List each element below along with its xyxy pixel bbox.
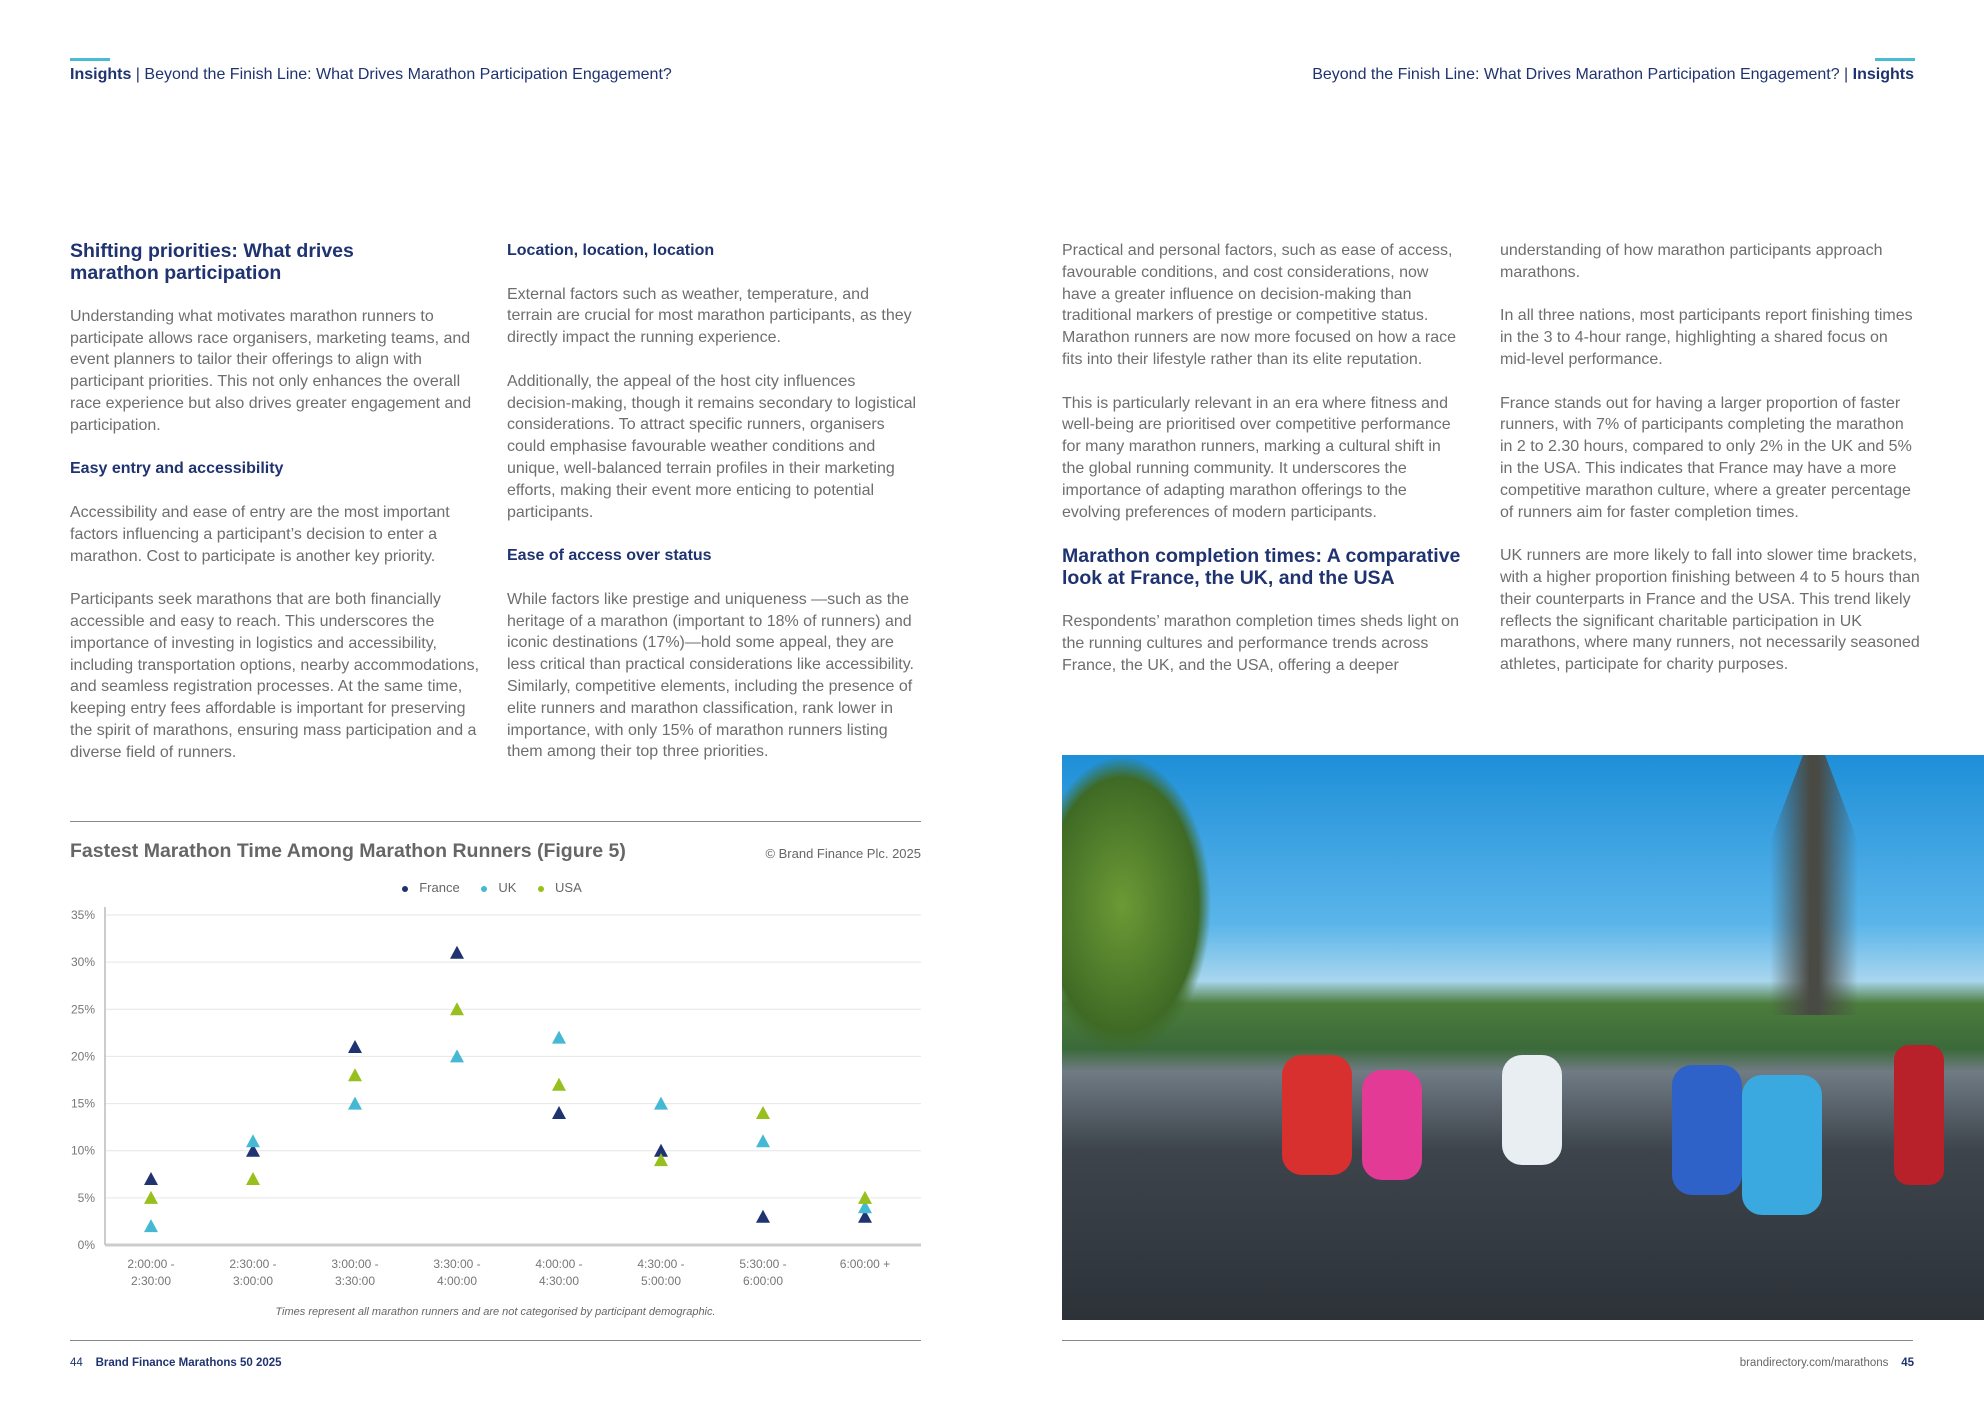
x-tick-label: 5:30:00 - [739, 1257, 786, 1271]
subheading: Location, location, location [507, 242, 715, 259]
x-tick-label: 6:00:00 [743, 1274, 783, 1288]
chart-note: Times represent all marathon runners and… [275, 1306, 716, 1318]
marker-usa [348, 1068, 362, 1082]
marker-usa [858, 1190, 872, 1204]
chart-copyright: © Brand Finance Plc. 2025 [765, 846, 921, 861]
footer-right: brandirectory.com/marathons 45 [1739, 1357, 1914, 1369]
subheading: Easy entry and accessibility [70, 460, 284, 478]
marker-uk [552, 1030, 566, 1044]
marker-usa [756, 1106, 770, 1119]
marker-usa [450, 1002, 464, 1016]
footer-rule-right [1062, 1340, 1913, 1341]
paragraph: France stands out for having a larger pr… [1500, 394, 1912, 521]
x-tick-label: 2:30:00 [131, 1274, 171, 1288]
x-tick-label: 4:30:00 - [637, 1257, 684, 1271]
section-heading: Shifting priorities: What drives maratho… [70, 240, 354, 284]
paragraph: External factors such as weather, temper… [507, 285, 912, 347]
y-tick-label: 15% [71, 1097, 95, 1111]
column-4: understanding of how marathon participan… [1500, 240, 1920, 698]
subheading: Ease of access over status [507, 547, 712, 565]
x-tick-label: 4:00:00 - [535, 1257, 582, 1271]
y-tick-label: 0% [78, 1238, 96, 1252]
marker-usa [552, 1077, 566, 1091]
header-left: Insights | Beyond the Finish Line: What … [70, 66, 672, 83]
marker-uk [654, 1096, 668, 1110]
marker-uk [246, 1134, 260, 1148]
paragraph: While factors like prestige and uniquene… [507, 590, 914, 761]
marker-france [858, 1209, 872, 1223]
x-tick-label: 3:30:00 [335, 1274, 375, 1288]
x-tick-label: 5:00:00 [641, 1274, 681, 1288]
marker-uk [144, 1219, 158, 1233]
paragraph: In all three nations, most participants … [1500, 307, 1913, 368]
paragraph: understanding of how marathon participan… [1500, 242, 1883, 281]
x-tick-label: 6:00:00 + [840, 1257, 890, 1271]
legend-item-france: France [402, 880, 465, 895]
marker-uk [858, 1200, 872, 1214]
marker-uk [756, 1134, 770, 1148]
marker-france [348, 1040, 362, 1053]
marker-uk [348, 1096, 362, 1110]
marker-usa [654, 1153, 668, 1167]
y-tick-label: 30% [71, 955, 95, 969]
paragraph: Practical and personal factors, such as … [1062, 242, 1456, 368]
x-tick-label: 2:00:00 - [127, 1257, 174, 1271]
paris-marathon-photo [1062, 755, 1984, 1320]
marker-france [246, 1143, 260, 1157]
y-tick-label: 25% [71, 1002, 95, 1016]
y-tick-label: 10% [71, 1144, 95, 1158]
section-heading: Marathon completion times: A comparative… [1062, 545, 1461, 590]
x-tick-label: 2:30:00 - [229, 1257, 276, 1271]
chart-title: Fastest Marathon Time Among Marathon Run… [70, 840, 626, 862]
column-2: Location, location, location External fa… [507, 240, 917, 785]
marker-france [654, 1143, 668, 1157]
marker-france [144, 1172, 158, 1185]
header-right: Beyond the Finish Line: What Drives Mara… [1312, 66, 1914, 83]
legend-item-usa: USA [538, 880, 588, 895]
marker-usa [144, 1190, 158, 1204]
column-3: Practical and personal factors, such as … [1062, 240, 1464, 698]
paragraph: UK runners are more likely to fall into … [1500, 547, 1920, 674]
y-tick-label: 5% [78, 1191, 96, 1205]
paragraph: Understanding what motivates marathon ru… [70, 307, 472, 434]
y-tick-label: 35% [71, 908, 95, 922]
eiffel-tower [1704, 755, 1924, 1015]
scatter-chart: 0% 5% 10% 15% 20% 25% 30% 35% 2:00:00 - 2:30:00 2:… [71, 907, 921, 1288]
footer-left: 44 Brand Finance Marathons 50 2025 [70, 1357, 282, 1369]
x-tick-label: 3:00:00 - [331, 1257, 378, 1271]
x-tick-label: 4:00:00 [437, 1274, 477, 1288]
chart-top-rule [70, 821, 921, 822]
marker-france [450, 945, 464, 959]
paragraph: Respondents’ marathon completion times s… [1062, 612, 1459, 674]
legend-item-uk: UK [481, 880, 522, 895]
marker-uk [450, 1049, 464, 1063]
header-accent [70, 58, 110, 61]
x-tick-label: 3:30:00 - [433, 1257, 480, 1271]
column-1: Shifting priorities: What drives maratho… [70, 240, 485, 785]
header-accent [1875, 58, 1915, 61]
paragraph: Participants seek marathons that are bot… [70, 591, 480, 761]
footer-rule-left [70, 1340, 921, 1341]
x-tick-label: 4:30:00 [539, 1274, 579, 1288]
paragraph: Additionally, the appeal of the host cit… [507, 372, 917, 521]
marker-france [756, 1209, 770, 1223]
paragraph: Accessibility and ease of entry are the … [70, 503, 450, 565]
chart-legend: France UK USA [0, 880, 990, 895]
x-tick-label: 3:00:00 [233, 1274, 273, 1288]
paragraph: This is particularly relevant in an era … [1062, 394, 1451, 521]
y-tick-label: 20% [71, 1049, 95, 1063]
marker-usa [246, 1172, 260, 1185]
marker-france [552, 1106, 566, 1119]
